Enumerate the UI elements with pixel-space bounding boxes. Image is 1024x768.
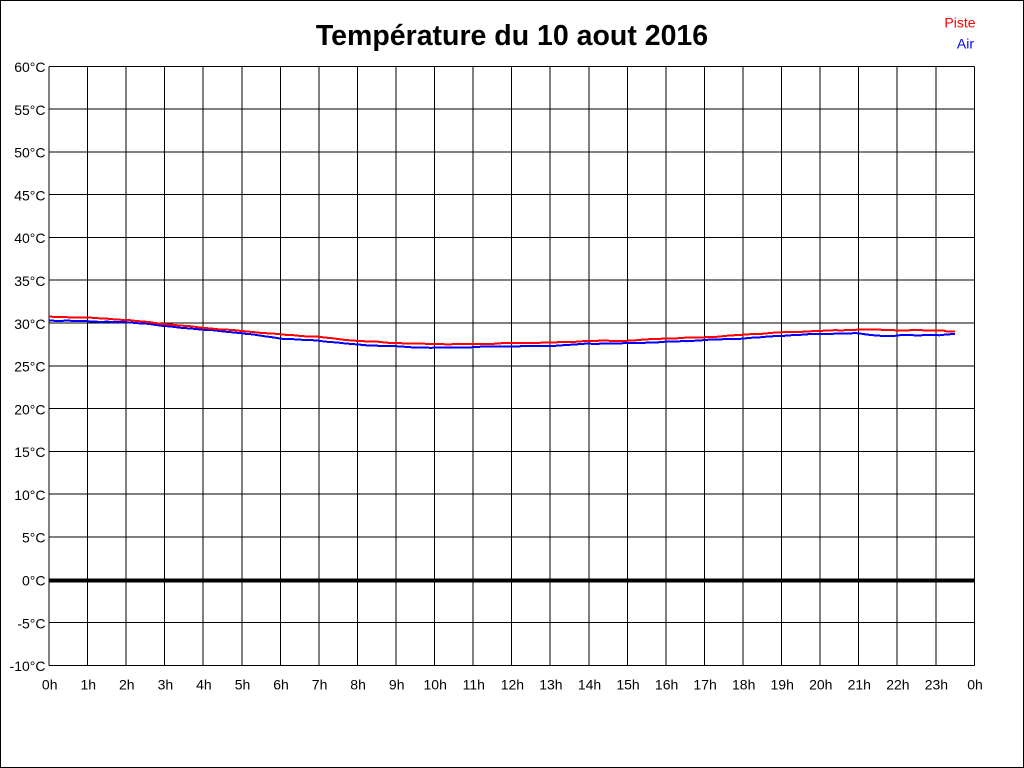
svg-text:9h: 9h bbox=[389, 676, 405, 692]
svg-text:0°C: 0°C bbox=[22, 573, 46, 589]
svg-text:14h: 14h bbox=[578, 676, 601, 692]
svg-text:13h: 13h bbox=[539, 676, 562, 692]
svg-text:6h: 6h bbox=[273, 676, 289, 692]
svg-text:11h: 11h bbox=[463, 676, 485, 692]
svg-text:7h: 7h bbox=[312, 676, 328, 692]
svg-text:30°C: 30°C bbox=[14, 316, 45, 332]
svg-text:45°C: 45°C bbox=[14, 188, 45, 204]
svg-text:4h: 4h bbox=[196, 676, 212, 692]
svg-text:10°C: 10°C bbox=[14, 487, 45, 503]
svg-text:3h: 3h bbox=[158, 676, 174, 692]
svg-text:25°C: 25°C bbox=[14, 359, 45, 375]
svg-text:Air: Air bbox=[957, 36, 974, 52]
svg-text:15°C: 15°C bbox=[14, 444, 45, 460]
svg-text:8h: 8h bbox=[350, 676, 366, 692]
svg-text:21h: 21h bbox=[848, 676, 871, 692]
svg-text:5°C: 5°C bbox=[22, 530, 46, 546]
svg-text:20h: 20h bbox=[809, 676, 832, 692]
svg-text:5h: 5h bbox=[235, 676, 251, 692]
svg-text:15h: 15h bbox=[616, 676, 639, 692]
svg-text:17h: 17h bbox=[693, 676, 716, 692]
svg-text:40°C: 40°C bbox=[14, 230, 45, 246]
svg-text:1h: 1h bbox=[81, 676, 97, 692]
svg-text:2h: 2h bbox=[119, 676, 135, 692]
svg-text:23h: 23h bbox=[925, 676, 948, 692]
svg-text:Température du 10 aout 2016: Température du 10 aout 2016 bbox=[316, 20, 708, 52]
svg-text:50°C: 50°C bbox=[14, 145, 45, 161]
svg-text:18h: 18h bbox=[732, 676, 755, 692]
svg-text:16h: 16h bbox=[655, 676, 678, 692]
svg-text:Piste: Piste bbox=[944, 15, 975, 31]
svg-text:35°C: 35°C bbox=[14, 273, 45, 289]
svg-text:19h: 19h bbox=[771, 676, 794, 692]
svg-text:-5°C: -5°C bbox=[17, 615, 45, 631]
svg-text:-10°C: -10°C bbox=[10, 658, 46, 674]
svg-text:10h: 10h bbox=[424, 676, 447, 692]
svg-text:12h: 12h bbox=[501, 676, 524, 692]
svg-text:20°C: 20°C bbox=[14, 401, 45, 417]
svg-text:60°C: 60°C bbox=[14, 59, 45, 75]
svg-text:22h: 22h bbox=[886, 676, 909, 692]
svg-text:0h: 0h bbox=[42, 676, 58, 692]
svg-text:55°C: 55°C bbox=[14, 102, 45, 118]
svg-text:0h: 0h bbox=[967, 676, 983, 692]
